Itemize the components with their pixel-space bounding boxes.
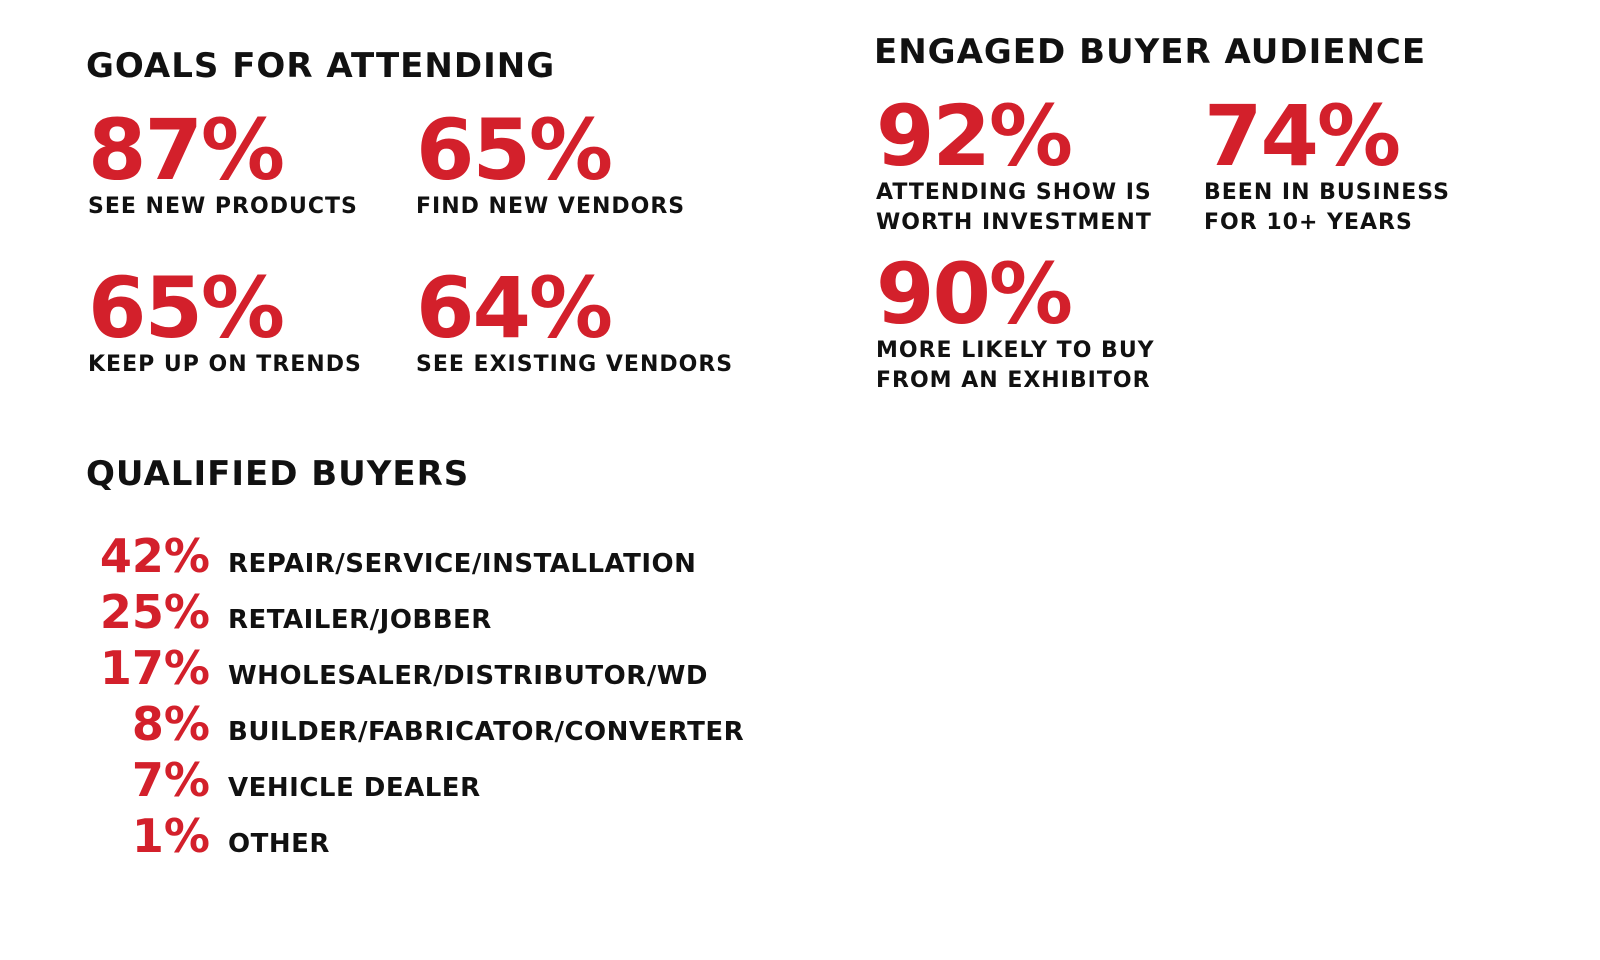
goal-stat-find-new-vendors: 65% FIND NEW VENDORS [416, 108, 685, 222]
engaged-stat-label: ATTENDING SHOW IS WORTH INVESTMENT [876, 178, 1152, 238]
qualified-buyer-label: WHOLESALER/DISTRIBUTOR/WD [228, 661, 709, 691]
engaged-stat-value: 74% [1204, 87, 1401, 185]
qualified-section-title: QUALIFIED BUYERS [86, 454, 470, 494]
list-item: 8% BUILDER/FABRICATOR/CONVERTER [90, 696, 744, 752]
list-item: 17% WHOLESALER/DISTRIBUTOR/WD [90, 640, 744, 696]
engaged-stat-value: 92% [876, 87, 1073, 185]
engaged-section-title: ENGAGED BUYER AUDIENCE [874, 32, 1427, 72]
engaged-stat-label-line: MORE LIKELY TO BUY [876, 338, 1155, 363]
goal-stat-see-existing-vendors: 64% SEE EXISTING VENDORS [416, 266, 733, 380]
goal-stat-label: SEE NEW PRODUCTS [88, 194, 358, 219]
engaged-stat-label-line: BEEN IN BUSINESS [1204, 180, 1450, 205]
engaged-stat-years-in-business: 74% BEEN IN BUSINESS FOR 10+ YEARS [1204, 94, 1450, 238]
goal-stat-see-new-products: 87% SEE NEW PRODUCTS [88, 108, 358, 222]
goal-stat-keep-up-on-trends: 65% KEEP UP ON TRENDS [88, 266, 362, 380]
qualified-buyer-label: OTHER [228, 829, 330, 859]
qualified-buyer-label: BUILDER/FABRICATOR/CONVERTER [228, 717, 745, 747]
goal-stat-value: 87% [88, 101, 285, 199]
qualified-buyer-percent: 8% [131, 697, 210, 751]
goal-stat-value: 65% [88, 259, 285, 357]
goal-stat-value: 65% [416, 101, 613, 199]
engaged-stat-label: BEEN IN BUSINESS FOR 10+ YEARS [1204, 178, 1450, 238]
goal-stat-label: KEEP UP ON TRENDS [88, 352, 362, 377]
qualified-buyer-percent: 17% [99, 641, 210, 695]
qualified-buyer-percent: 42% [99, 529, 210, 583]
engaged-stat-worth-investment: 92% ATTENDING SHOW IS WORTH INVESTMENT [876, 94, 1152, 238]
qualified-buyer-percent: 7% [131, 753, 210, 807]
qualified-buyer-percent: 1% [131, 809, 210, 863]
engaged-stat-label-line: WORTH INVESTMENT [876, 210, 1152, 235]
engaged-stat-label-line: FROM AN EXHIBITOR [876, 368, 1151, 393]
qualified-buyer-label: REPAIR/SERVICE/INSTALLATION [228, 549, 697, 579]
list-item: 7% VEHICLE DEALER [90, 752, 744, 808]
list-item: 42% REPAIR/SERVICE/INSTALLATION [90, 528, 744, 584]
qualified-buyer-percent: 25% [99, 585, 210, 639]
engaged-stat-likely-to-buy: 90% MORE LIKELY TO BUY FROM AN EXHIBITOR [876, 252, 1155, 396]
engaged-stat-label: MORE LIKELY TO BUY FROM AN EXHIBITOR [876, 336, 1155, 396]
qualified-buyer-label: VEHICLE DEALER [228, 773, 481, 803]
goal-stat-label: FIND NEW VENDORS [416, 194, 686, 219]
engaged-stat-label-line: FOR 10+ YEARS [1204, 210, 1413, 235]
goal-stat-value: 64% [416, 259, 613, 357]
qualified-buyer-label: RETAILER/JOBBER [228, 605, 492, 635]
list-item: 1% OTHER [90, 808, 744, 864]
goals-section-title: GOALS FOR ATTENDING [86, 46, 556, 86]
goal-stat-label: SEE EXISTING VENDORS [416, 352, 734, 377]
qualified-buyers-list: 42% REPAIR/SERVICE/INSTALLATION 25% RETA… [90, 528, 744, 864]
list-item: 25% RETAILER/JOBBER [90, 584, 744, 640]
engaged-stat-value: 90% [876, 245, 1073, 343]
engaged-stat-label-line: ATTENDING SHOW IS [876, 180, 1152, 205]
